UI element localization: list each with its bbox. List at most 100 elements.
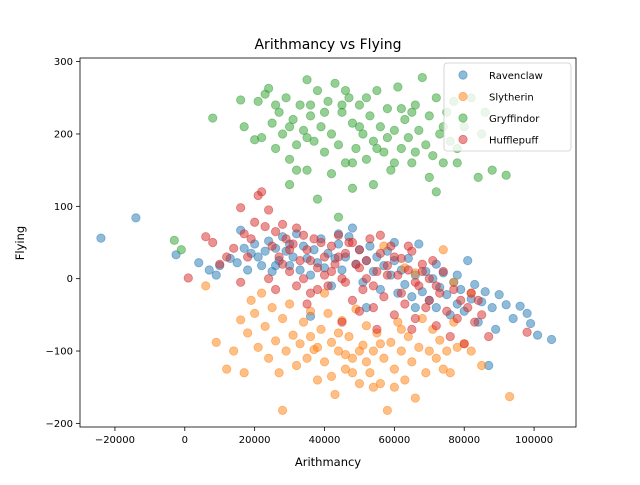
data-point xyxy=(354,306,365,316)
data-point xyxy=(532,330,543,340)
data-point xyxy=(407,357,417,367)
data-point xyxy=(393,82,403,92)
data-point xyxy=(260,221,270,232)
data-point xyxy=(382,104,392,114)
data-point xyxy=(414,125,424,135)
data-point xyxy=(421,303,431,313)
data-point xyxy=(229,346,239,356)
data-point xyxy=(277,313,288,324)
data-point xyxy=(379,353,389,363)
data-point xyxy=(477,310,487,320)
data-point xyxy=(501,170,511,180)
data-point xyxy=(431,93,441,103)
data-point xyxy=(284,299,295,309)
data-point xyxy=(316,237,326,248)
data-point xyxy=(333,230,344,240)
data-point xyxy=(236,277,246,287)
data-point xyxy=(330,259,340,269)
data-point xyxy=(407,107,417,117)
data-point xyxy=(403,241,413,251)
data-point xyxy=(326,371,337,381)
legend-label: Hufflepuff xyxy=(489,135,539,146)
data-point xyxy=(302,165,312,175)
data-point xyxy=(522,308,532,319)
data-point xyxy=(340,85,351,96)
data-point xyxy=(431,281,441,291)
data-point xyxy=(417,266,427,277)
data-point xyxy=(239,243,249,253)
data-point xyxy=(298,230,309,240)
data-point xyxy=(277,405,288,415)
data-point xyxy=(291,223,302,233)
data-point xyxy=(319,270,330,280)
data-point xyxy=(442,306,452,316)
data-point xyxy=(208,237,218,248)
data-point xyxy=(264,353,274,363)
data-point xyxy=(354,378,365,389)
data-point xyxy=(396,324,406,334)
data-point xyxy=(382,405,392,415)
y-tick-label: 200 xyxy=(54,129,73,140)
x-tick-label: −20000 xyxy=(95,435,135,446)
data-point xyxy=(484,331,494,342)
data-point xyxy=(361,357,372,367)
data-point xyxy=(452,313,462,324)
data-point xyxy=(274,368,284,378)
data-point xyxy=(431,353,441,363)
data-point xyxy=(194,258,204,268)
data-point xyxy=(288,114,298,125)
data-point xyxy=(361,274,372,284)
data-point xyxy=(393,317,403,327)
data-point xyxy=(372,266,382,277)
y-axis: −200 −100 0 100 200 300 xyxy=(46,57,80,430)
legend-marker xyxy=(458,113,468,123)
data-point xyxy=(96,233,106,243)
plot-frame xyxy=(79,57,577,428)
data-point xyxy=(239,122,249,132)
data-point xyxy=(319,357,330,367)
data-point xyxy=(389,364,399,374)
data-point xyxy=(410,313,420,324)
data-point xyxy=(424,295,434,305)
data-point xyxy=(368,180,379,190)
data-point xyxy=(505,392,515,402)
data-point xyxy=(410,303,420,313)
data-point xyxy=(284,180,295,190)
data-point xyxy=(250,308,260,319)
data-point xyxy=(452,270,462,280)
data-point xyxy=(358,284,368,295)
data-point xyxy=(201,281,211,291)
data-point xyxy=(473,295,483,305)
data-point xyxy=(463,255,473,266)
data-point xyxy=(274,252,284,262)
data-point xyxy=(333,328,344,338)
data-point xyxy=(473,172,483,182)
legend: Ravenclaw Slytherin Gryffindor Hufflepuff xyxy=(443,62,572,152)
data-point xyxy=(264,205,274,215)
data-point xyxy=(264,274,274,284)
data-point xyxy=(396,104,406,114)
data-point xyxy=(302,299,312,309)
data-point xyxy=(344,331,354,342)
data-point xyxy=(246,295,256,305)
data-point xyxy=(316,122,326,132)
data-point xyxy=(260,246,270,256)
data-point xyxy=(312,85,323,96)
data-point xyxy=(386,241,396,251)
data-point xyxy=(340,277,351,287)
data-point xyxy=(358,129,368,139)
data-point xyxy=(271,100,281,110)
data-point xyxy=(372,85,382,96)
data-point xyxy=(389,252,399,262)
data-point xyxy=(347,237,358,248)
x-tick-label: 60000 xyxy=(378,435,410,446)
data-point xyxy=(312,284,323,295)
data-point xyxy=(326,241,337,251)
data-point xyxy=(257,132,267,143)
data-point xyxy=(267,241,277,251)
data-point xyxy=(463,303,473,313)
data-point xyxy=(351,143,361,154)
data-point xyxy=(291,140,302,150)
data-point xyxy=(295,265,305,275)
data-point xyxy=(319,107,330,117)
